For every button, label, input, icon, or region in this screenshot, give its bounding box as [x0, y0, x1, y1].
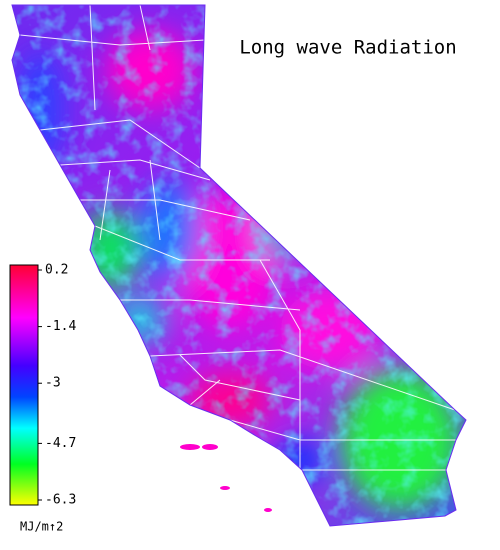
colorbar [9, 264, 39, 506]
channel-islands [180, 444, 272, 512]
colorbar-tick-label: -3 [45, 376, 61, 391]
colorbar-tick-label: -4.7 [45, 436, 76, 451]
colorbar-tick-label: -1.4 [45, 319, 76, 334]
colorbar-tick-label: -6.3 [45, 493, 76, 508]
map-title: Long wave Radiation [239, 37, 456, 59]
colorbar-tick-label: 0.2 [45, 263, 68, 278]
colorbar-unit: MJ/m↑2 [20, 520, 63, 534]
